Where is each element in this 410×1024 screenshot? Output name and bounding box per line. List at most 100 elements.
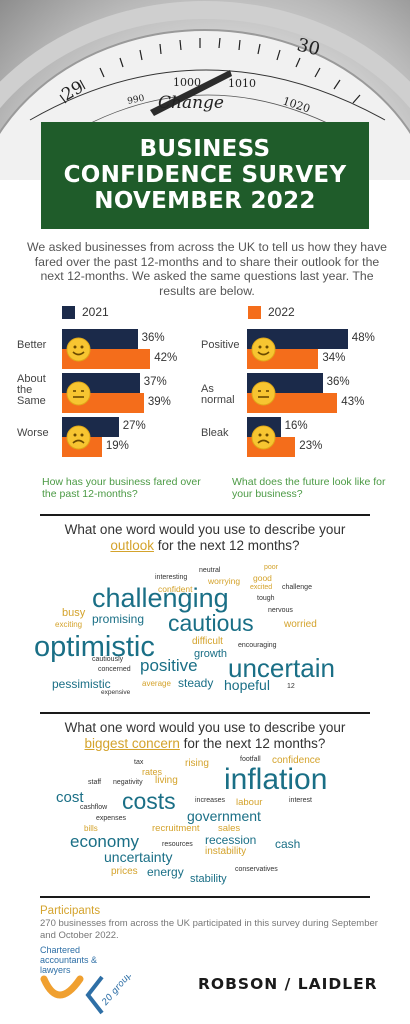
cloud-word: worrying xyxy=(208,576,241,586)
concern-word-cloud: tax rising footfall confidence rates staff neg… xyxy=(0,755,410,890)
legend-swatch-orange xyxy=(248,305,261,319)
cloud-word: positive xyxy=(140,656,198,675)
cloud-word: stability xyxy=(190,873,227,885)
question-highlight: biggest concern xyxy=(84,736,180,751)
cloud-word: sales xyxy=(218,823,241,834)
cloud-word: increases xyxy=(195,797,225,804)
cloud-word: cashflow xyxy=(80,804,108,811)
cloud-word: living xyxy=(155,775,178,786)
cloud-word: rising xyxy=(185,758,209,769)
cloud-word: tough xyxy=(257,595,275,602)
legend-label: 2021 xyxy=(82,305,109,319)
category-label: As normal xyxy=(201,383,235,406)
legend-label: 2022 xyxy=(268,305,295,319)
intro-text: We asked businesses from across the UK t… xyxy=(27,240,387,298)
cloud-word: uncertain xyxy=(228,653,335,683)
value-label: 19% xyxy=(105,440,129,452)
cloud-word: average xyxy=(142,679,171,688)
cloud-word: cash xyxy=(275,837,301,851)
cloud-word: energy xyxy=(147,865,184,879)
value-label: 39% xyxy=(147,396,171,408)
cloud-word: recession xyxy=(205,833,257,847)
cloud-word: hopeful xyxy=(224,677,270,693)
legend-2021: 2021 xyxy=(62,305,109,319)
twenty-group-mark-icon: 20 group xyxy=(40,975,135,1015)
value-label: 48% xyxy=(351,332,375,344)
participants-heading: Participants xyxy=(40,905,101,917)
question-text: for the next 12 months? xyxy=(183,736,326,751)
question-highlight: outlook xyxy=(110,538,154,553)
title-line: NOVEMBER 2022 xyxy=(94,188,316,214)
cloud-word: steady xyxy=(178,676,214,690)
cloud-word: encouraging xyxy=(238,642,277,649)
dial-number: 1010 xyxy=(228,77,256,90)
legend-swatch-navy xyxy=(62,305,75,319)
cloud-word: government xyxy=(187,808,261,824)
cloud-word: challenge xyxy=(282,584,312,591)
title-line: BUSINESS xyxy=(139,136,271,162)
twenty-group-logo: Chartered accountants & lawyers 20 group xyxy=(40,945,150,1015)
cloud-word: uncertainty xyxy=(104,849,173,865)
value-label: 43% xyxy=(341,396,365,408)
value-label: 37% xyxy=(143,376,167,388)
question-text: What one word would you use to describe … xyxy=(64,720,346,735)
robson-laidler-logo: ROBSON / LAIDLER xyxy=(198,975,378,993)
divider xyxy=(40,514,370,516)
cloud-word: challenging xyxy=(92,583,229,613)
category-label: Positive xyxy=(201,339,240,351)
cloud-word: negativity xyxy=(113,779,143,786)
cloud-word: excited xyxy=(250,584,273,591)
cloud-word: cautious xyxy=(168,610,254,636)
question-text: What one word would you use to describe … xyxy=(64,522,346,537)
cloud-word: inflation xyxy=(224,763,328,796)
cloud-word: nervous xyxy=(268,607,293,614)
divider xyxy=(40,896,370,898)
cloud-word: exciting xyxy=(55,620,83,629)
survey-title-box: BUSINESS CONFIDENCE SURVEY NOVEMBER 2022 xyxy=(41,122,369,229)
dial-number: 990 xyxy=(127,94,146,107)
logo-group-text: 20 group xyxy=(101,975,135,1008)
cloud-word: confidence xyxy=(272,755,321,766)
chart-question-left: How has your business fared over the pas… xyxy=(42,476,201,500)
happy-face-icon xyxy=(66,337,91,362)
cloud-word: pessimistic xyxy=(52,677,111,691)
cloud-word: prices xyxy=(111,866,138,877)
chart-question-right: What does the future look like for your … xyxy=(232,476,386,500)
dial-word: Change xyxy=(158,93,224,113)
cloud-word: 12 xyxy=(287,683,295,690)
category-label: Better xyxy=(17,339,47,351)
outlook-question: What one word would you use to describe … xyxy=(20,522,390,554)
cloud-word: footfall xyxy=(240,756,261,763)
cloud-word: cautiously xyxy=(92,656,124,663)
happy-face-icon xyxy=(251,337,276,362)
cloud-word: optimistic xyxy=(34,631,155,663)
cloud-word: staff xyxy=(88,779,102,786)
sad-face-icon xyxy=(251,425,276,450)
cloud-word: expensive xyxy=(101,689,131,696)
cloud-word: difficult xyxy=(192,636,223,647)
value-label: 42% xyxy=(154,352,178,364)
category-label: Bleak xyxy=(201,427,229,439)
question-text: for the next 12 months? xyxy=(157,538,300,553)
logo-text: Chartered accountants & lawyers xyxy=(40,945,98,975)
participants-block: Participants 270 businesses from across … xyxy=(40,905,380,942)
cloud-word: resources xyxy=(162,841,193,848)
cloud-word: costs xyxy=(122,788,176,814)
cloud-word: rates xyxy=(142,767,163,777)
category-label: Worse xyxy=(17,427,49,439)
dial-number: 1000 xyxy=(173,76,201,89)
cloud-word: bills xyxy=(84,824,98,833)
cloud-word: interesting xyxy=(155,574,188,581)
cloud-word: good xyxy=(253,573,272,583)
divider xyxy=(40,712,370,714)
cloud-word: concerned xyxy=(98,666,131,673)
cloud-word: busy xyxy=(62,607,86,619)
cloud-word: cost xyxy=(56,789,84,806)
cloud-word: instability xyxy=(205,846,247,857)
value-label: 34% xyxy=(322,352,346,364)
participants-text: 270 businesses from across the UK partic… xyxy=(40,918,378,941)
cloud-word: growth xyxy=(194,648,228,660)
cloud-word: conservatives xyxy=(235,866,278,873)
outlook-word-cloud: neutral poor interesting worrying good confid… xyxy=(0,560,410,705)
cloud-word: labour xyxy=(236,797,263,808)
